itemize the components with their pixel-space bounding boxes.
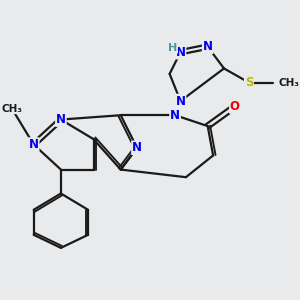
Text: H: H <box>168 43 178 53</box>
Text: N: N <box>29 138 39 151</box>
Text: N: N <box>176 46 185 59</box>
Text: O: O <box>230 100 240 113</box>
Text: N: N <box>56 113 66 126</box>
Text: CH₃: CH₃ <box>278 78 299 88</box>
Text: N: N <box>170 109 180 122</box>
Text: CH₃: CH₃ <box>2 104 22 114</box>
Text: S: S <box>245 76 253 89</box>
Text: N: N <box>132 141 142 154</box>
Text: N: N <box>203 40 213 53</box>
Text: N: N <box>176 94 185 108</box>
